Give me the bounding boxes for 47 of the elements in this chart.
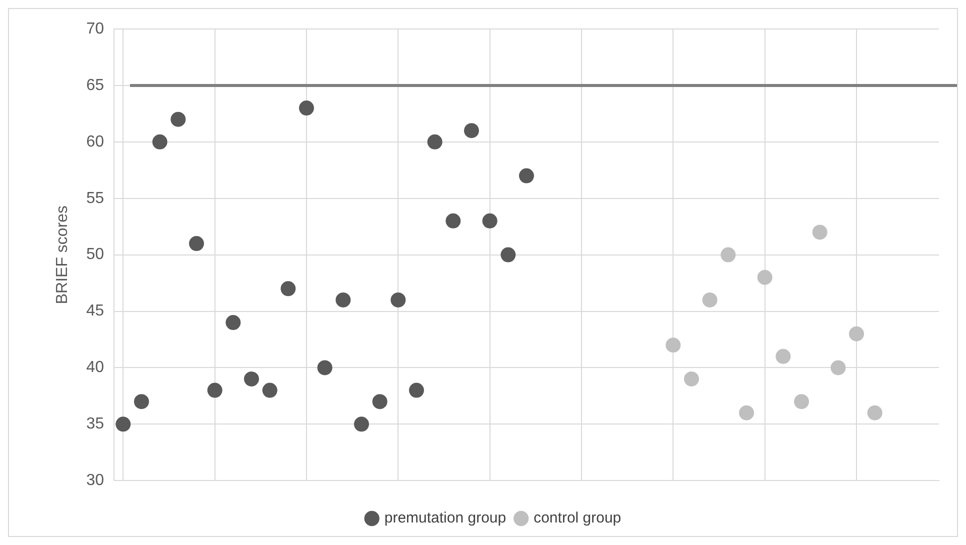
point: [702, 292, 718, 308]
point: [776, 348, 791, 364]
point: [280, 281, 296, 296]
point: [262, 382, 278, 398]
y-tick-label: 55: [86, 190, 104, 207]
point: [116, 416, 131, 432]
y-axis-title: BRIEF scores: [54, 205, 72, 304]
point: [464, 123, 479, 138]
point: [482, 213, 498, 228]
point: [390, 292, 406, 308]
point: [317, 360, 332, 376]
y-tick-label: 30: [86, 472, 104, 490]
point: [152, 134, 168, 150]
point: [519, 168, 534, 184]
point: [830, 360, 846, 376]
y-tick-label: 50: [86, 246, 104, 264]
y-tick-label: 45: [86, 302, 104, 320]
point: [354, 416, 369, 432]
point: [409, 382, 424, 398]
point: [849, 326, 864, 342]
point: [812, 224, 828, 240]
y-tick-label: 65: [86, 76, 104, 94]
point: [170, 112, 186, 127]
point: [134, 394, 149, 410]
point: [867, 405, 882, 420]
point: [207, 382, 222, 398]
legend-label: premutation group: [384, 510, 506, 527]
point: [336, 292, 351, 308]
y-tick-label: 35: [86, 416, 104, 433]
point: [666, 338, 681, 353]
point: [720, 247, 736, 262]
point: [446, 213, 461, 228]
y-tick-label: 40: [86, 359, 104, 376]
point: [244, 371, 259, 386]
point: [188, 236, 204, 252]
point: [372, 394, 388, 410]
point: [739, 405, 754, 420]
point: [794, 394, 809, 410]
point: [226, 315, 241, 330]
point: [427, 134, 442, 150]
point: [299, 100, 314, 116]
legend-label: control group: [534, 510, 622, 527]
y-tick-label: 70: [86, 20, 104, 38]
point: [684, 371, 699, 386]
point: [757, 270, 772, 285]
point: [500, 247, 516, 262]
y-tick-label: 60: [86, 133, 104, 150]
